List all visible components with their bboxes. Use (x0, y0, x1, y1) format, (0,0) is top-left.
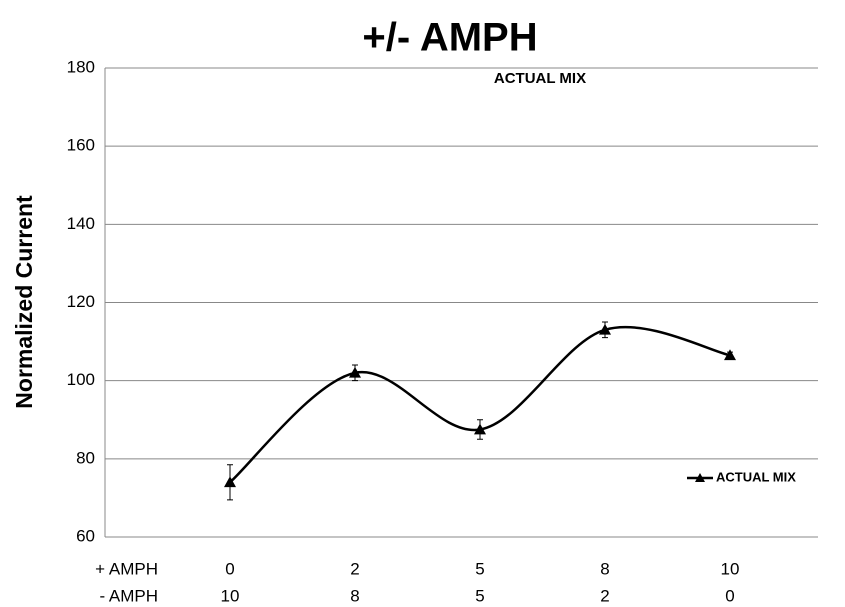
x-tick-label: 2 (350, 559, 359, 578)
y-tick-label: 80 (76, 448, 95, 467)
x-tick-label: 8 (350, 586, 359, 605)
y-tick-label: 120 (67, 292, 95, 311)
x-tick-label: 10 (721, 559, 740, 578)
x-tick-label: 5 (475, 586, 484, 605)
y-tick-label: 160 (67, 136, 95, 155)
y-tick-label: 180 (67, 57, 95, 76)
x-tick-label: 10 (221, 586, 240, 605)
annotation: ACTUAL MIX (494, 70, 586, 87)
x-tick-label: 0 (225, 559, 234, 578)
x-tick-label: 0 (725, 586, 734, 605)
y-tick-label: 100 (67, 370, 95, 389)
marker (474, 423, 486, 435)
x-tick-label: 8 (600, 559, 609, 578)
y-axis-label: Normalized Current (11, 195, 37, 409)
x-tick-label: 5 (475, 559, 484, 578)
row-label: + AMPH (95, 559, 158, 578)
marker (224, 476, 236, 488)
marker (349, 366, 361, 378)
y-tick-label: 140 (67, 214, 95, 233)
y-tick-label: 60 (76, 526, 95, 545)
legend-marker (695, 473, 705, 482)
marker (599, 323, 611, 335)
marker (724, 349, 736, 361)
chart-title: +/- AMPH (362, 16, 537, 60)
x-tick-label: 2 (600, 586, 609, 605)
row-label: - AMPH (99, 586, 158, 605)
legend-label: ACTUAL MIX (716, 469, 796, 484)
